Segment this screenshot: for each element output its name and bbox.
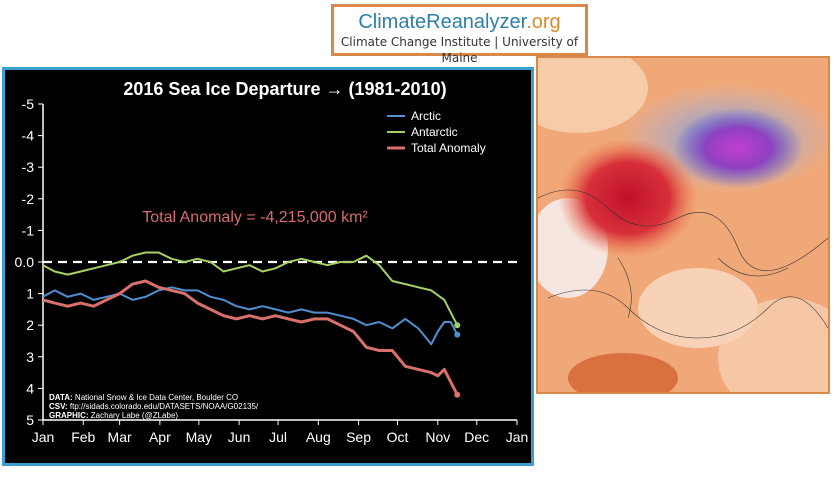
y-tick-label: -2	[22, 191, 35, 207]
brand-subtitle: Climate Change Institute | University of…	[340, 35, 579, 65]
x-tick-label: Oct	[387, 429, 409, 445]
legend-label: Arctic	[411, 109, 441, 123]
x-tick-label: Jun	[228, 429, 251, 445]
temperature-anomaly-map	[536, 56, 830, 394]
series-line-antarctic	[42, 251, 459, 326]
y-tick-label: 5	[26, 412, 34, 428]
x-tick-label: May	[186, 429, 212, 445]
brand-name: ClimateReanalyzer.org	[358, 11, 561, 33]
y-tick-label: 4	[26, 380, 34, 396]
x-tick-label: Jul	[269, 429, 287, 445]
x-tick-label: Nov	[425, 429, 450, 445]
y-tick-label: 1	[26, 286, 34, 302]
series-endpoint	[454, 331, 461, 338]
x-tick-label: Jan	[506, 429, 529, 445]
x-tick-label: Mar	[108, 429, 132, 445]
credit-line: DATA: National Snow & Ice Data Center, B…	[49, 393, 238, 402]
y-tick-label: -5	[22, 96, 35, 112]
x-tick-label: Apr	[149, 429, 171, 445]
total-anomaly-annotation: Total Anomaly = -4,215,000 km²	[142, 209, 368, 226]
series-endpoint	[454, 391, 461, 398]
sea-ice-chart: 2016 Sea Ice Departure → (1981-2010) -5 -…	[15, 79, 529, 445]
y-tick-label: 0.0	[15, 254, 35, 270]
y-tick-label: 3	[26, 349, 34, 365]
y-tick-label: -1	[22, 222, 35, 238]
chart-title: 2016 Sea Ice Departure → (1981-2010)	[123, 79, 446, 99]
series-endpoint	[454, 322, 461, 329]
brand-box: ClimateReanalyzer.org Climate Change Ins…	[331, 4, 588, 65]
x-tick-label: Dec	[464, 429, 489, 445]
y-tick-label: -3	[22, 159, 35, 175]
y-tick-label: 2	[26, 317, 34, 333]
chart-frame: 2016 Sea Ice Departure → (1981-2010) -5 -…	[2, 67, 534, 466]
y-tick-label: -4	[22, 128, 35, 144]
legend-label: Total Anomaly	[411, 141, 486, 155]
credit-line: CSV: ftp://sidads.colorado.edu/DATASETS/…	[49, 402, 259, 411]
credit-line: GRAPHIC: Zachary Labe (@ZLabe)	[49, 411, 178, 420]
series-line-total-anomaly	[42, 279, 459, 396]
x-tick-label: Aug	[306, 429, 331, 445]
legend-label: Antarctic	[411, 125, 458, 139]
x-tick-label: Sep	[346, 429, 371, 445]
x-tick-label: Feb	[71, 429, 95, 445]
x-tick-label: Jan	[32, 429, 55, 445]
